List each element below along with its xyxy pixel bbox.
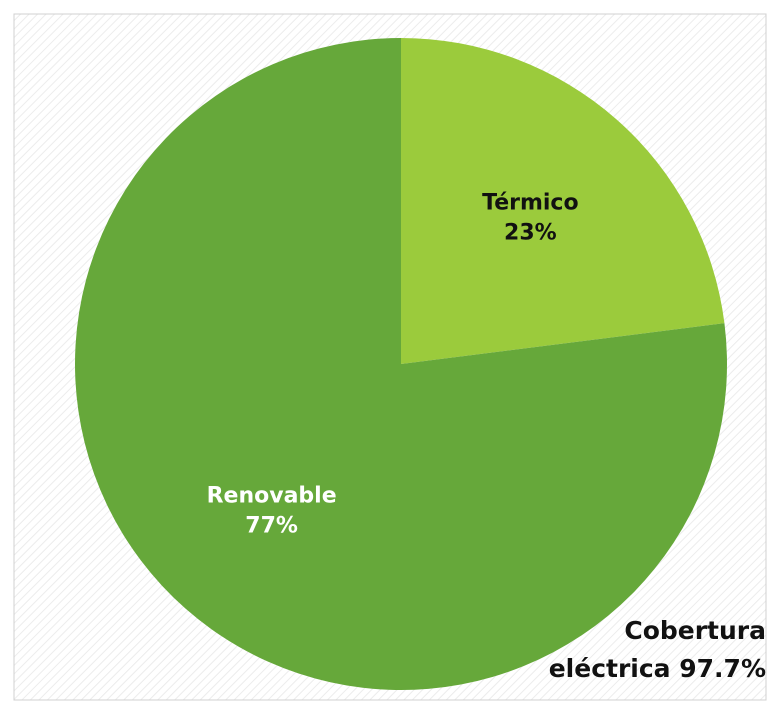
value-label: 77% <box>245 514 298 539</box>
annotation: Cobertura <box>624 616 766 645</box>
pie-slice <box>401 38 725 364</box>
annotation: eléctrica 97.7% <box>549 654 766 683</box>
pie-slice <box>74 38 727 690</box>
slice-label: Térmico <box>482 190 578 215</box>
slice-label: Renovable <box>207 484 337 509</box>
pie <box>74 38 727 690</box>
value-label: 23% <box>504 220 557 245</box>
